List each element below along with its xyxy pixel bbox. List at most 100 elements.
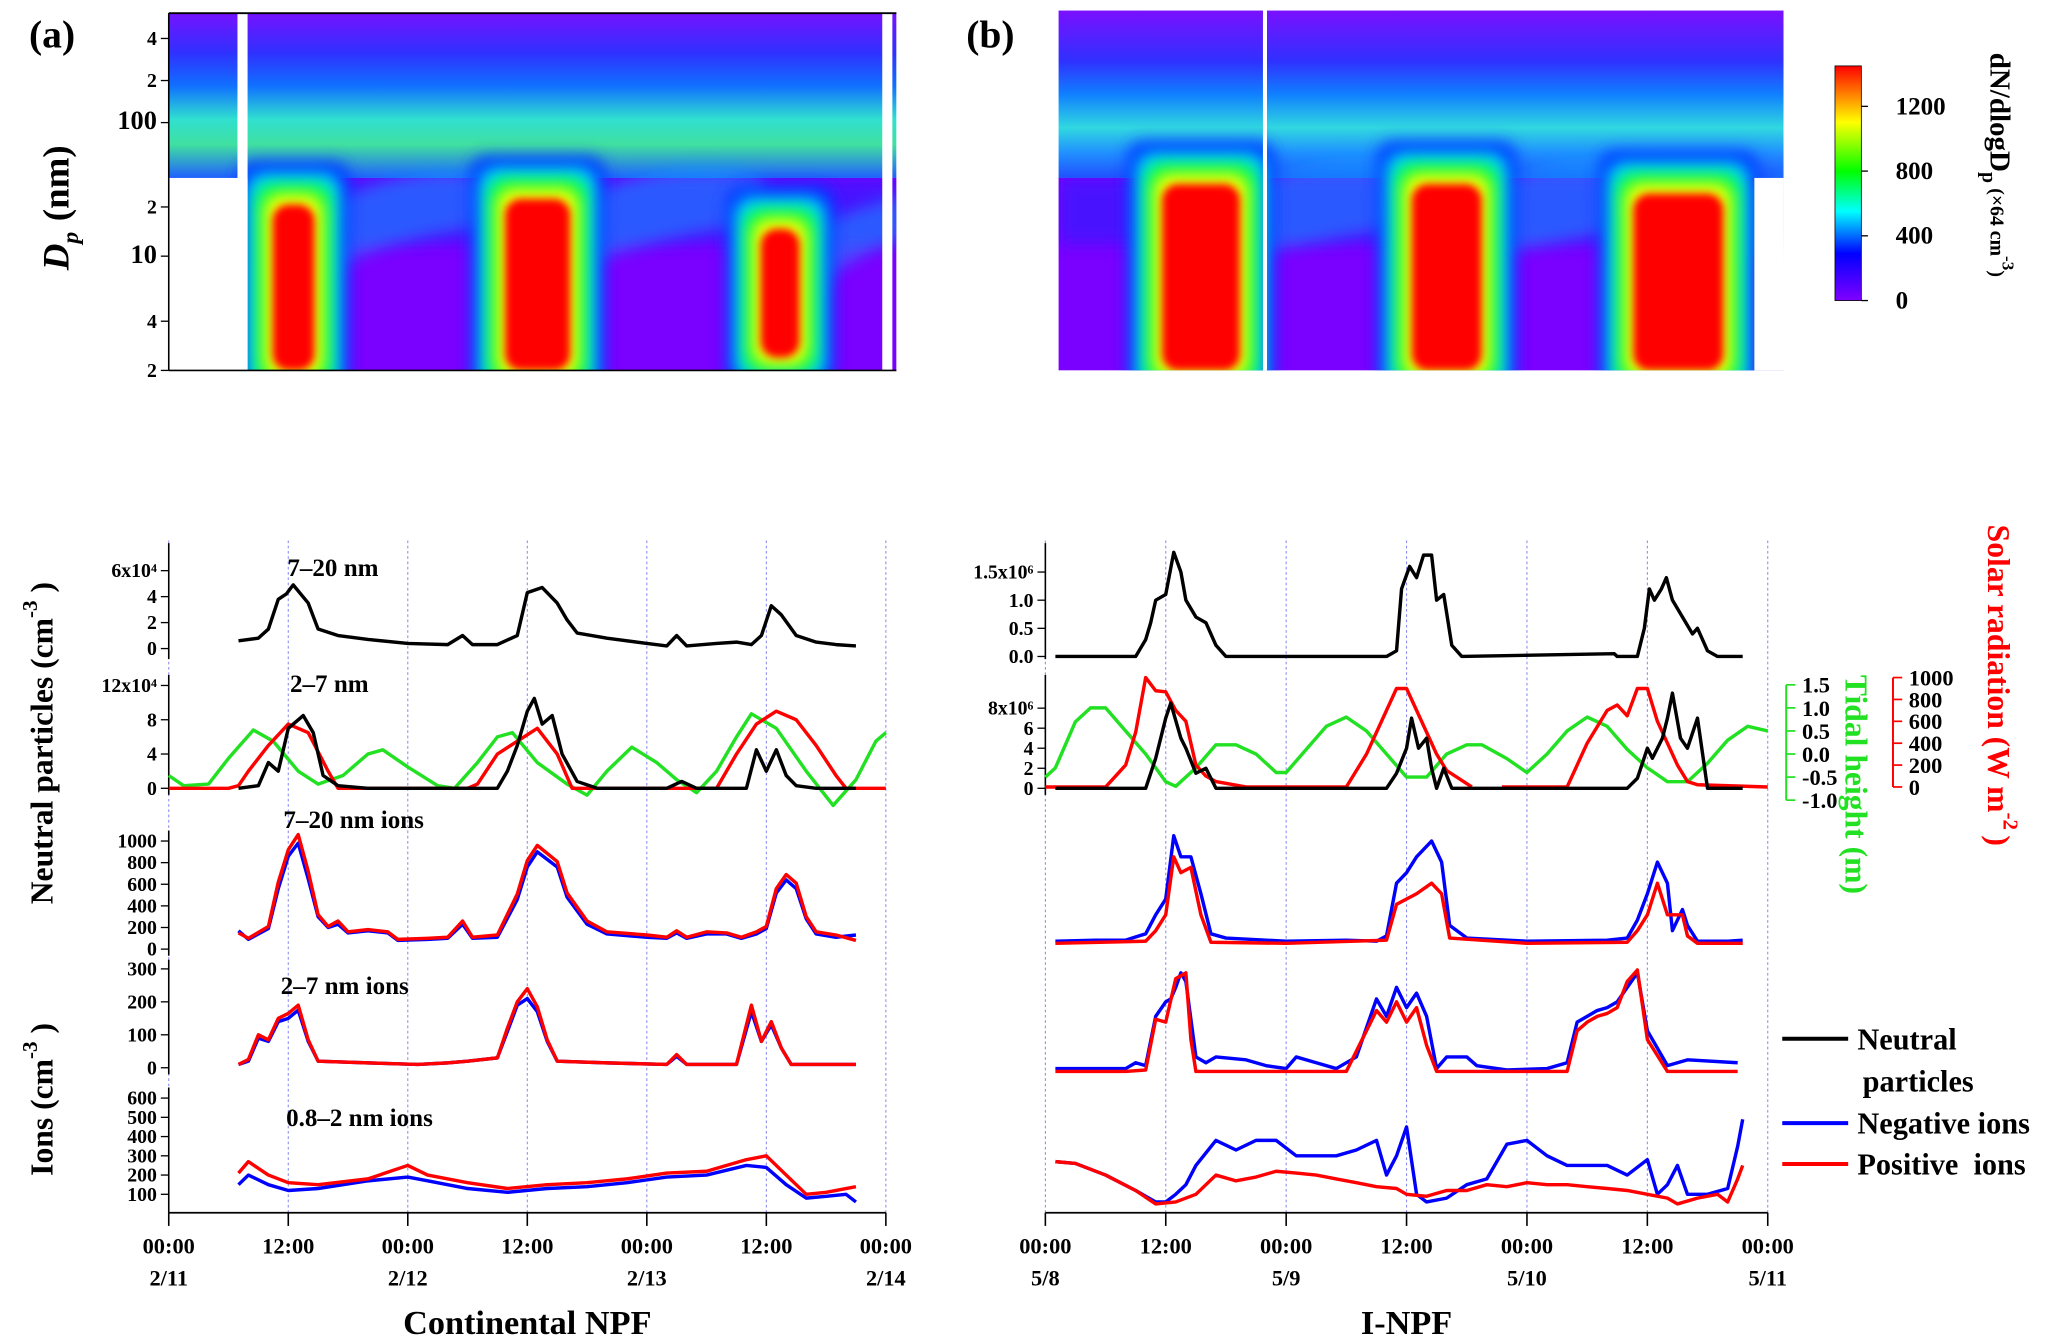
solar-label-end: )	[1981, 835, 2016, 846]
y-tick-label: 200	[127, 991, 157, 1013]
y-tick-label: 0.0	[1009, 646, 1034, 668]
heatmap-ytick-label: 10	[131, 240, 157, 269]
y-tick-label: 600	[127, 874, 157, 896]
x-tick-date-label: 5/10	[1507, 1265, 1547, 1290]
panel-a-timeseries: 00:00 2/11 12:00 00:00 2/12 12:00 00:00 2/13 12:…	[102, 540, 912, 1290]
y-tick-label: 0	[147, 1057, 157, 1079]
x-tick-time-label: 00:00	[1019, 1234, 1071, 1259]
solar-tick-label: 400	[1909, 731, 1943, 756]
y-tick-label: 8x10⁶	[988, 698, 1034, 720]
heatmap-axes: 4 2 100 2 10 4 2	[117, 12, 897, 382]
x-tick-time-label: 00:00	[1260, 1234, 1312, 1259]
subplot-annotation: 7–20 nm	[287, 555, 378, 582]
event-3-layer-5	[1633, 193, 1724, 371]
x-tick-time-label: 12:00	[1621, 1234, 1673, 1259]
series-b4-positive-ions	[1055, 968, 1738, 1074]
series-b1-neutral-particles	[1055, 550, 1743, 659]
x-tick-time-label: 00:00	[1742, 1234, 1794, 1259]
series-a5-negative-ions	[237, 1163, 857, 1204]
x-tick-date-label: 5/9	[1272, 1265, 1301, 1290]
y-tick-label: 1.5x10⁶	[973, 562, 1033, 584]
heatmap-a	[168, 13, 897, 371]
series-a4-negative-ions	[237, 996, 856, 1067]
series-b5-positive-ions	[1055, 1159, 1745, 1206]
x-tick-time-label: 00:00	[1501, 1234, 1553, 1259]
solar-tick-label: 1000	[1909, 665, 1954, 690]
event-growth-tail	[317, 171, 507, 274]
legend-label-neutral-2: particles	[1863, 1064, 1974, 1098]
y-tick-label: 6x10⁴	[111, 560, 157, 582]
tidal-tick-label: 0.5	[1802, 719, 1830, 744]
neutral-ylabel-text: Neutral particles (cm	[25, 618, 60, 904]
x-tick-time-label: 00:00	[143, 1234, 195, 1259]
solar-tick-label: 200	[1909, 753, 1943, 778]
tidal-tick-label: 1.5	[1802, 673, 1830, 698]
subplot-b2: 02468x10⁶-1.0-0.50.00.51.01.502004006008…	[988, 665, 1954, 813]
subplot-a1: 0 2 4 6x10⁴ 7–20 nm	[111, 543, 857, 660]
y-tick-label: 600	[127, 1088, 157, 1110]
x-tick-date-label: 2/12	[388, 1265, 428, 1290]
x-tick-time-label: 00:00	[621, 1234, 673, 1259]
legend: Neutral particles Negative ions Positive…	[1782, 1022, 2030, 1182]
solar-label-text: Solar radiation (W m	[1981, 525, 2016, 813]
solar-axis-label: Solar radiation (W m-2)	[1981, 525, 2023, 846]
ylabel-unit: (nm)	[36, 145, 78, 221]
x-tick-time-label: 00:00	[860, 1234, 912, 1259]
x-tick-date-label: 5/11	[1748, 1265, 1787, 1290]
series-a4-positive-ions	[237, 986, 856, 1067]
ions-ylabel-exp: -3	[18, 1041, 42, 1059]
y-tick-label: 0	[1024, 778, 1034, 800]
y-tick-label: 200	[127, 1165, 157, 1187]
colorbar-label-unit: (×64 cm	[1986, 188, 2008, 256]
legend-label-negative: Negative ions	[1857, 1107, 2030, 1141]
solar-label-exp: -2	[1999, 813, 2023, 831]
colorbar-tick-label: 1200	[1896, 93, 1946, 120]
y-tick-label: 8	[147, 709, 157, 731]
panel-label-b: (b)	[966, 12, 1014, 56]
ions-ylabel-text: Ions (cm	[25, 1059, 60, 1176]
colorbar-label-main: dN/dlogD	[1984, 53, 2016, 172]
ions-ylabel-end: )	[25, 1023, 60, 1034]
legend-label-neutral: Neutral	[1857, 1022, 1956, 1056]
event-2-layer-5	[1411, 184, 1482, 371]
heatmap-missing-lower	[168, 177, 248, 371]
x-tick-time-label: 12:00	[1140, 1234, 1192, 1259]
x-tick-date-label: 5/8	[1031, 1265, 1060, 1290]
x-tick-date-label: 2/13	[627, 1265, 667, 1290]
heatmap-missing-lower	[1754, 177, 1784, 371]
series-a1-neutral-particles	[238, 583, 857, 648]
y-tick-label: 100	[127, 1024, 157, 1046]
heatmap-ytick-label: 4	[147, 311, 157, 333]
x-tick-time-label: 12:00	[262, 1234, 314, 1259]
event-1-layer-5	[272, 204, 315, 371]
subplot-annotation: 2–7 nm ions	[281, 973, 409, 1000]
colorbar-label-sub: p	[1978, 172, 2000, 183]
y-tick-label: 6	[1024, 718, 1034, 740]
y-tick-label: 4	[147, 744, 157, 766]
solar-tick-label: 600	[1909, 709, 1943, 734]
y-tick-label: 400	[127, 895, 157, 917]
heatmap-b	[1058, 10, 1784, 371]
x-tick-date-label: 2/14	[866, 1265, 906, 1290]
heatmap-ytick-label: 2	[147, 70, 157, 92]
x-tick-time-label: 00:00	[382, 1234, 434, 1259]
solar-tick-label: 0	[1909, 775, 1920, 800]
tidal-tick-label: 1.0	[1802, 696, 1830, 721]
heatmap-ytick-label: 100	[117, 106, 157, 135]
subplot-a2: 0 4 8 12x10⁴ 2–7 nm	[102, 671, 887, 808]
subplot-a4: 0 100 200 300 2–7 nm ions	[127, 958, 856, 1079]
y-tick-label: 2	[147, 612, 157, 634]
heatmap-upper-band	[168, 13, 897, 178]
time-series-plots: 00:00 2/11 12:00 00:00 2/12 12:00 00:00 2/13 12:…	[102, 540, 1954, 1290]
heatmap-data-gap	[882, 13, 893, 371]
y-tick-label: 1000	[117, 831, 157, 853]
y-tick-label: 0	[147, 638, 157, 660]
y-tick-label: 4	[147, 586, 157, 608]
series-b3-negative-ions	[1055, 834, 1743, 943]
colorbar-tick-label: 0	[1896, 287, 1909, 314]
series-a5-positive-ions	[237, 1154, 857, 1197]
series-a3-positive-ions	[237, 832, 857, 943]
ions-ylabel: Ions (cm-3)	[18, 1023, 60, 1176]
tidal-tick-label: -0.5	[1802, 765, 1837, 790]
